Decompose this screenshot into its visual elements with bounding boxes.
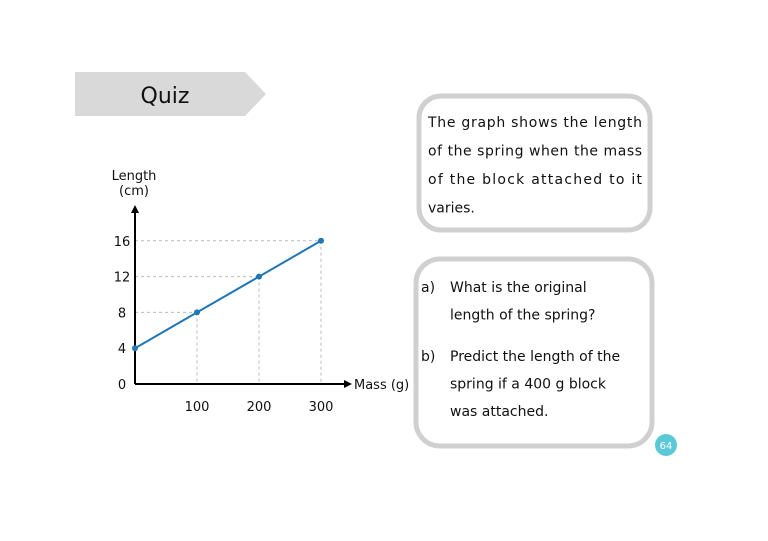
question-line: length of the spring?: [450, 308, 595, 324]
title: Quiz: [141, 84, 190, 109]
data-line: [134, 239, 322, 350]
x-axis-arrow: [344, 380, 352, 388]
intro-line: varies.: [428, 201, 475, 217]
question-label: a): [421, 280, 435, 296]
y-tick-label: 0: [118, 378, 126, 393]
chart: Length(cm) Mass (g) 0 4 8 12 16 100 200 300: [112, 169, 410, 415]
x-tick-label: 200: [247, 400, 272, 415]
y-tick-label: 16: [114, 235, 131, 250]
page-badge: [655, 434, 677, 456]
data-point: [318, 237, 324, 244]
question-line: was attached.: [450, 404, 548, 420]
question-label: b): [421, 349, 435, 365]
question-line: What is the original: [450, 280, 587, 296]
intro-line: of the spring when the mass: [428, 144, 642, 160]
intro-box: [416, 93, 653, 233]
intro-line: of the block attached to it: [428, 172, 643, 188]
y-axis-label: Length: [112, 169, 157, 184]
page-number: 64: [660, 441, 673, 452]
intro-line: The graph shows the length: [427, 115, 642, 131]
x-tick-label: 300: [309, 400, 334, 415]
y-axis-arrow: [131, 205, 139, 213]
data-point: [194, 309, 200, 316]
y-axis-label: (cm): [119, 184, 149, 199]
question-box: [413, 256, 655, 449]
data-point: [132, 345, 138, 352]
y-tick-label: 8: [118, 306, 126, 321]
data-point: [256, 273, 262, 280]
x-axis-label: Mass (g): [354, 378, 409, 393]
question-line: Predict the length of the: [450, 349, 620, 365]
x-tick-label: 100: [185, 400, 210, 415]
title-banner: [75, 72, 266, 116]
y-tick-label: 12: [114, 271, 131, 286]
y-tick-label: 4: [118, 342, 126, 357]
question-line: spring if a 400 g block: [450, 377, 607, 393]
